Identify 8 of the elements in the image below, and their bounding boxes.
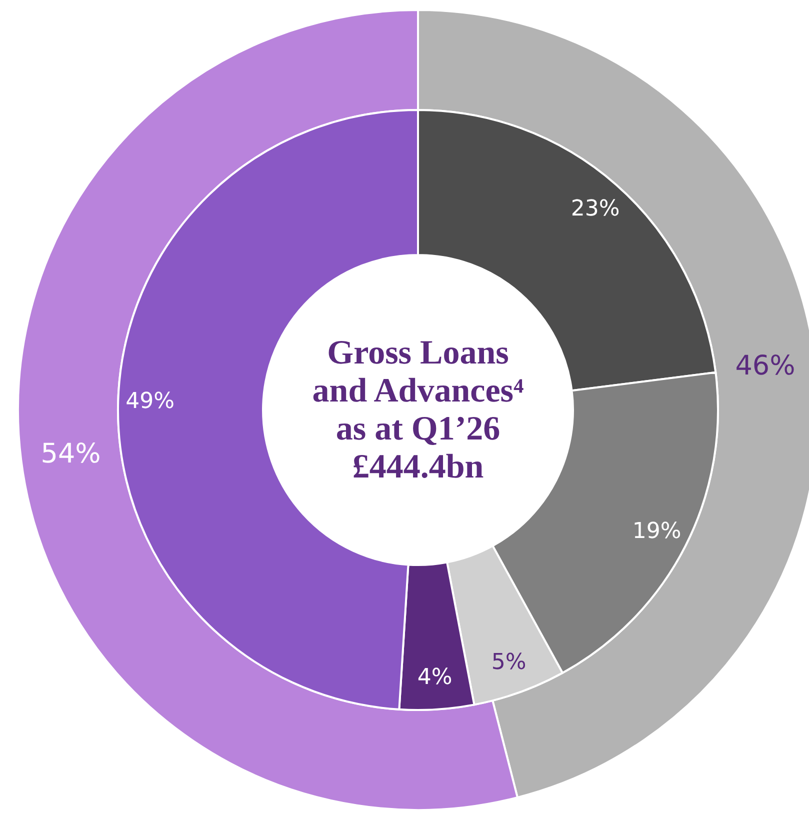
data-label: 23%	[570, 196, 620, 222]
data-label: 46%	[735, 350, 796, 382]
text: Gross Loans and Advances⁴ as at Q1’26 £444.4bn	[312, 334, 524, 486]
data-label: 49%	[126, 389, 174, 414]
data-label: 5%	[491, 650, 526, 675]
data-label: 4%	[417, 665, 452, 690]
data-label: 54%	[40, 438, 101, 470]
data-label: 19%	[632, 519, 682, 544]
